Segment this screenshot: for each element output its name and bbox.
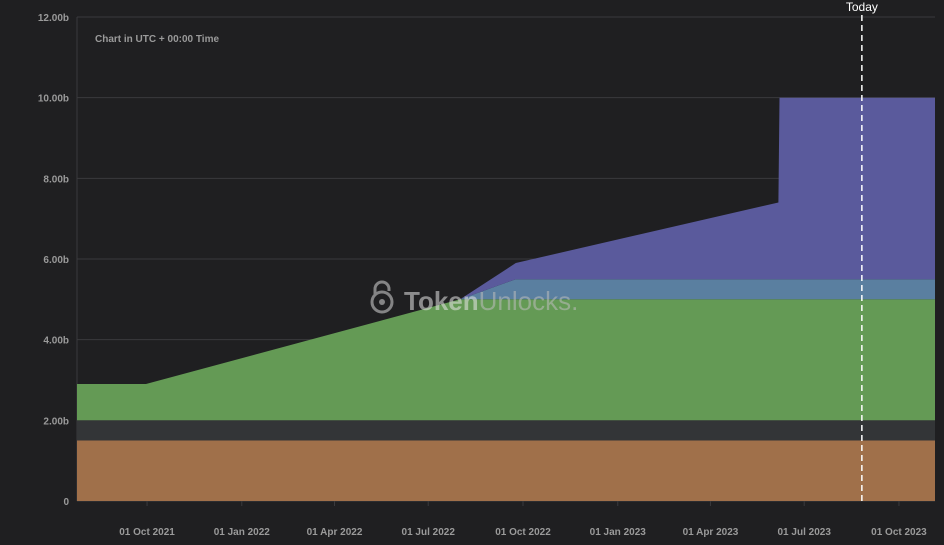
area-series-0[interactable] [77,440,935,502]
x-tick-label: 01 Jan 2022 [214,527,271,538]
today-label: Today [846,0,878,14]
watermark-light: Unlocks [479,286,571,316]
area-series-4[interactable] [77,97,935,384]
y-tick-label: 0 [63,497,69,508]
x-tick-label: 01 Jul 2023 [778,527,832,538]
x-tick-label: 01 Jul 2022 [402,527,456,538]
area-series-3[interactable] [77,279,935,384]
chart-note: Chart in UTC + 00:00 Time [95,34,219,45]
x-tick-label: 01 Jan 2023 [590,527,647,538]
area-series-1[interactable] [77,420,935,441]
x-tick-label: 01 Oct 2021 [119,527,175,538]
svg-text:TokenUnlocks.: TokenUnlocks. [404,286,578,316]
y-tick-label: 6.00b [43,255,69,266]
y-tick-label: 12.00b [38,13,69,24]
y-tick-label: 4.00b [43,336,69,347]
today-marker: Today [846,0,878,501]
axis-layer: 0 2.00b 4.00b 6.00b 8.00b 10.00b 12.00b 01 Oct … [38,13,927,538]
x-tick-label: 01 Oct 2022 [495,527,551,538]
watermark-suffix: . [571,286,578,316]
lock-icon [370,280,394,314]
area-series-2[interactable] [77,299,935,421]
x-tick-label: 01 Oct 2023 [871,527,927,538]
watermark: TokenUnlocks. [370,280,578,316]
x-tick-label: 01 Apr 2022 [307,527,363,538]
watermark-bold: Token [404,286,479,316]
y-tick-label: 8.00b [43,174,69,185]
y-tick-label: 10.00b [38,94,69,105]
y-tick-label: 2.00b [43,416,69,427]
area-layer [77,97,935,502]
x-tick-label: 01 Apr 2023 [683,527,739,538]
